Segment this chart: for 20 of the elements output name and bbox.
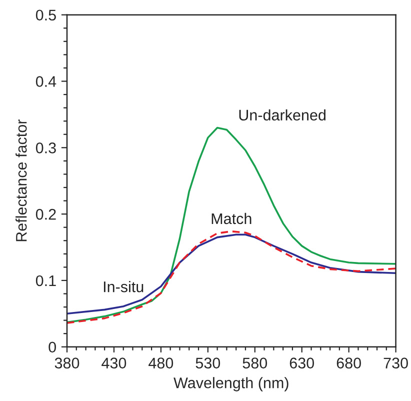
y-axis-title: Reflectance factor — [16, 120, 27, 242]
y-tick-label: 0.1 — [36, 275, 56, 286]
series-label: In-situ — [104, 281, 144, 292]
x-tick-label: 630 — [290, 358, 314, 369]
y-tick-label: 0 — [48, 342, 56, 353]
x-tick-label: 680 — [336, 358, 361, 369]
x-tick-label: 530 — [196, 358, 220, 369]
x-tick-label: 730 — [384, 358, 408, 369]
y-tick-label: 0.5 — [36, 10, 56, 21]
line-series — [66, 126, 396, 324]
x-tick-label: 480 — [148, 358, 174, 369]
x-tick-label: 380 — [54, 358, 80, 369]
series-label: Un-darkened — [239, 109, 326, 121]
x-tick-label: 580 — [242, 358, 268, 369]
y-tick-label: 0.2 — [36, 208, 56, 220]
x-tick-label: 430 — [102, 358, 126, 369]
y-tick-label: 0.3 — [36, 142, 56, 154]
y-tick-label: 0.4 — [36, 76, 56, 87]
series-label: Match — [212, 212, 252, 224]
x-axis-title: Wavelength (nm) — [174, 377, 288, 392]
